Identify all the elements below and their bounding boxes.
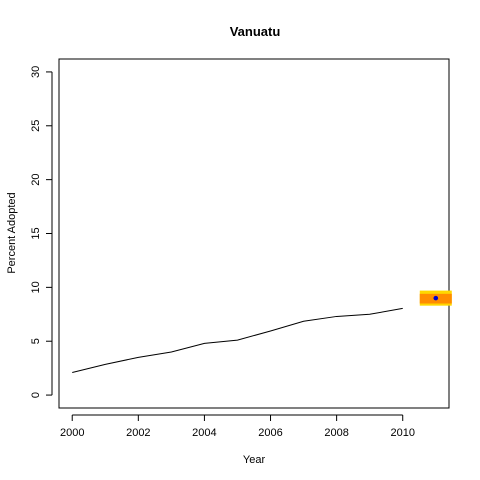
x-tick-label-3: 2006: [258, 427, 282, 439]
y-axis-label: Percent Adopted: [6, 192, 18, 273]
plot-marks: [72, 290, 452, 373]
chart-title: Vanuatu: [230, 24, 281, 39]
projection-point: [433, 295, 439, 301]
x-tick-label-4: 2008: [324, 427, 348, 439]
y-tick-label-3: 15: [30, 227, 42, 239]
y-axis: 0 5 10 15 20 25 30: [30, 66, 53, 398]
y-tick-label-1: 5: [30, 338, 42, 344]
x-axis: 2000 2002 2004 2006 2008 2010: [60, 414, 415, 439]
x-tick-label-5: 2010: [390, 427, 414, 439]
series-line-0: [72, 307, 403, 373]
x-tick-label-0: 2000: [60, 427, 84, 439]
y-tick-label-2: 10: [30, 281, 42, 293]
y-tick-label-4: 20: [30, 174, 42, 186]
x-tick-label-1: 2002: [126, 427, 150, 439]
x-axis-label: Year: [243, 454, 266, 466]
x-tick-label-2: 2004: [192, 427, 216, 439]
y-tick-label-6: 30: [30, 66, 42, 78]
plot-area-border: [58, 58, 450, 409]
y-tick-label-5: 25: [30, 120, 42, 132]
y-tick-label-0: 0: [30, 392, 42, 398]
